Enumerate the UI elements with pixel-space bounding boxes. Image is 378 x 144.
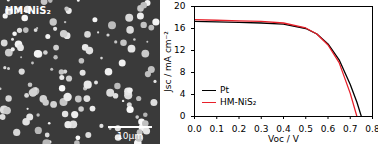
svg-text:0: 0	[180, 111, 186, 121]
svg-text:0.1: 0.1	[210, 124, 224, 134]
svg-text:12: 12	[174, 45, 185, 55]
svg-text:0.4: 0.4	[276, 124, 291, 134]
svg-text:0.0: 0.0	[187, 124, 202, 134]
html-text:Pt: Pt	[220, 85, 229, 95]
svg-text:0.2: 0.2	[232, 124, 246, 134]
html-text:HM-NiS₂: HM-NiS₂	[220, 97, 257, 107]
svg-text:20: 20	[174, 1, 186, 11]
svg-text:0.7: 0.7	[343, 124, 357, 134]
svg-text:10μm: 10μm	[117, 131, 143, 141]
svg-text:4: 4	[180, 89, 186, 99]
svg-text:0.6: 0.6	[321, 124, 336, 134]
svg-text:HM-NiS₂: HM-NiS₂	[5, 5, 51, 16]
svg-text:Jsc / mA cm⁻²: Jsc / mA cm⁻²	[163, 31, 173, 93]
svg-text:0.5: 0.5	[299, 124, 313, 134]
svg-text:8: 8	[180, 67, 186, 77]
svg-text:0.3: 0.3	[254, 124, 268, 134]
svg-text:0.8: 0.8	[365, 124, 378, 134]
svg-text:16: 16	[174, 23, 186, 33]
svg-text:Voc / V: Voc / V	[268, 134, 300, 144]
